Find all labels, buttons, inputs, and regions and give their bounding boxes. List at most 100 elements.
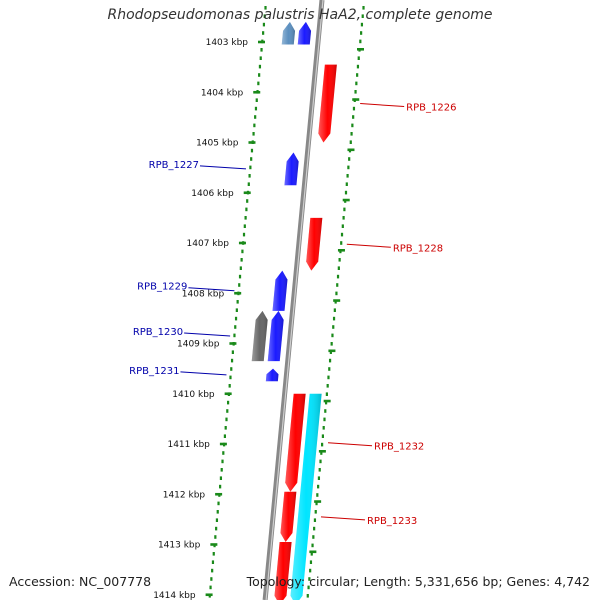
gene-label-RPB_1232: RPB_1232	[374, 442, 424, 453]
ring-dot	[264, 6, 267, 10]
gene-label-RPB_1227: RPB_1227	[149, 160, 199, 171]
ring-dot	[246, 199, 249, 203]
kbp-tick	[243, 191, 251, 195]
kbp-tick	[234, 291, 242, 295]
gene-label-RPB_1233: RPB_1233	[367, 516, 417, 527]
ring-dot	[252, 132, 255, 136]
ring-dot	[245, 207, 248, 212]
ring-dot	[308, 577, 311, 581]
ring-dot	[219, 476, 223, 480]
gene-label-RPB_1229: RPB_1229	[137, 282, 187, 293]
gene-arrow-shade	[297, 21, 312, 45]
ring-dot	[333, 308, 336, 312]
genome-backbone	[262, 0, 325, 601]
gene-arrow-shade	[267, 310, 284, 362]
ring-dot	[223, 434, 227, 438]
kbp-tick-label: 1409 kbp	[177, 340, 220, 350]
ring-dot	[220, 468, 223, 472]
kbp-tick-label: 1403 kbp	[206, 38, 249, 48]
ring-dot	[249, 165, 252, 170]
ring-dot	[362, 6, 365, 10]
gene-arrow-shade	[284, 152, 299, 186]
ring-dot	[236, 300, 239, 304]
kbp-tick-label: 1406 kbp	[191, 189, 234, 199]
ring-dot	[356, 64, 360, 69]
ring-dot	[345, 182, 348, 186]
ring-dot	[313, 526, 316, 531]
ring-dot	[309, 568, 312, 573]
kbp-tick-label: 1413 kbp	[158, 541, 201, 551]
ring-dot	[306, 594, 309, 598]
ring-dot	[319, 459, 322, 464]
ring-dot	[357, 56, 360, 60]
accession-text: Accession: NC_007778	[9, 574, 152, 589]
ring-dot	[231, 350, 234, 354]
ring-dot	[226, 409, 229, 413]
ring-dot	[337, 266, 340, 270]
ring-dot	[360, 22, 364, 27]
kbp-tick-outer	[323, 399, 331, 403]
kbp-tick-label: 1410 kbp	[172, 390, 215, 400]
gene-arrow-shade	[318, 64, 337, 143]
ring-dot	[355, 81, 358, 86]
label-leader-RPB_1232	[327, 442, 373, 447]
ring-dot	[330, 342, 333, 346]
kbp-tick-outer	[352, 98, 360, 101]
ring-dot	[238, 283, 241, 287]
kbp-tick-outer	[314, 500, 322, 503]
kbp-tick	[229, 342, 237, 345]
ring-dot	[352, 115, 355, 119]
ring-dot	[359, 39, 362, 44]
ring-dot	[356, 73, 359, 77]
ring-dot	[260, 48, 263, 52]
kbp-tick	[248, 141, 256, 144]
kbp-tick	[224, 392, 232, 396]
kbp-tick	[215, 492, 223, 496]
kbp-tick-label: 1408 kbp	[182, 289, 225, 299]
gene-label-RPB_1228: RPB_1228	[393, 243, 443, 254]
gene-arrow-shade	[285, 393, 306, 492]
ring-dot	[340, 232, 344, 237]
label-leader-RPB_1230	[184, 332, 231, 337]
ring-dot	[254, 106, 258, 111]
ring-dot	[258, 64, 262, 69]
kbp-tick-label: 1411 kbp	[167, 440, 210, 450]
label-leader-RPB_1233	[320, 516, 366, 521]
ring-dot	[354, 90, 357, 94]
label-leader-RPB_1229	[188, 287, 235, 292]
ring-dot	[348, 157, 351, 161]
ring-dot	[321, 442, 324, 447]
ring-dot	[241, 249, 244, 254]
ring-dot	[336, 274, 340, 279]
kbp-tick	[258, 40, 265, 44]
ring-dot	[224, 426, 227, 430]
ring-dot	[216, 510, 219, 514]
ring-dot	[225, 417, 228, 422]
ring-dot	[315, 501, 318, 506]
ring-dot	[314, 510, 317, 514]
label-leader-RPB_1231	[180, 371, 227, 376]
ring-dot	[250, 157, 253, 161]
kbp-tick-outer	[347, 148, 355, 152]
ring-dot	[221, 459, 224, 464]
ring-dot	[217, 501, 220, 506]
ring-dot	[324, 409, 327, 413]
ring-dot	[263, 14, 266, 18]
gene-label-RPB_1231: RPB_1231	[129, 366, 179, 377]
ring-dot	[253, 123, 256, 128]
ring-dot	[212, 552, 215, 556]
ring-dot	[210, 577, 213, 581]
gene-arrow-shade	[290, 393, 322, 605]
kbp-tick-outer	[342, 198, 350, 202]
kbp-tick-outer	[337, 249, 345, 252]
ring-dot	[258, 73, 261, 77]
label-leader-RPB_1228	[346, 243, 391, 248]
ring-dot	[222, 451, 225, 455]
ring-dot	[235, 308, 238, 312]
ring-dot	[262, 31, 265, 35]
ring-dot	[343, 207, 346, 212]
ring-dot	[349, 140, 352, 144]
ring-dot	[250, 148, 254, 153]
ring-dot	[211, 560, 215, 564]
